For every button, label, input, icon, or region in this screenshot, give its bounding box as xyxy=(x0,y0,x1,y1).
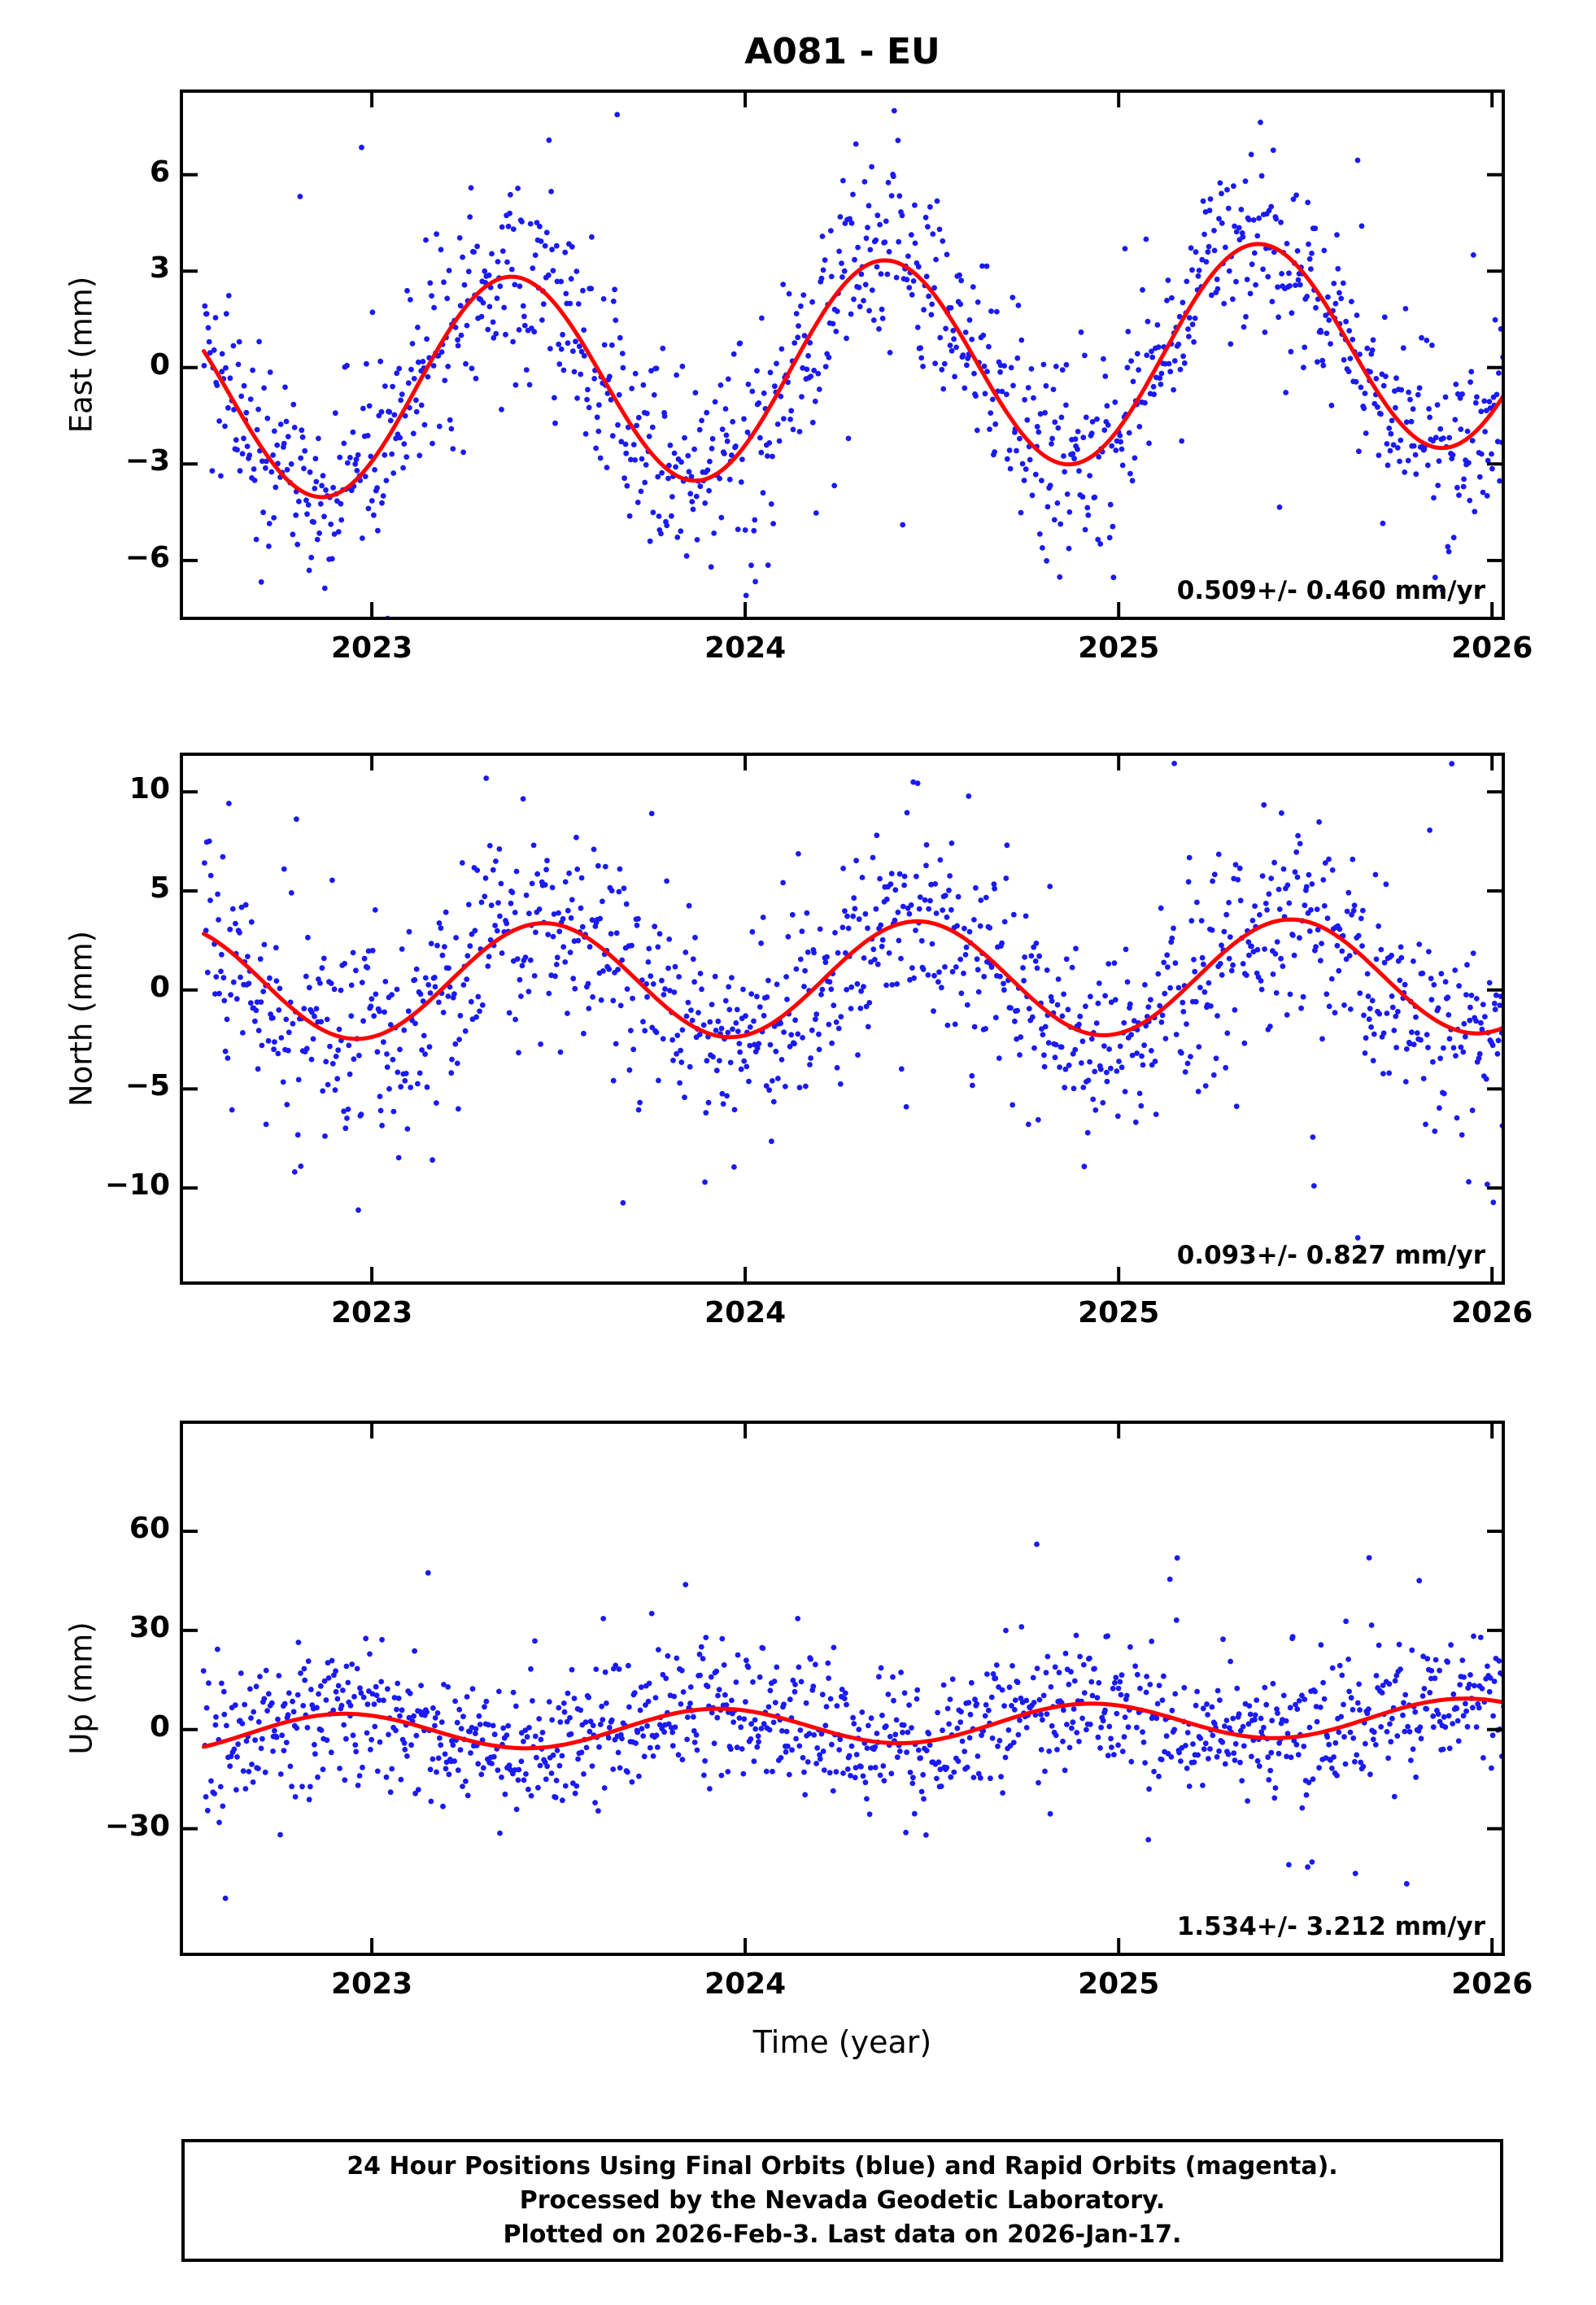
y-tick-label: 60 xyxy=(129,1512,170,1546)
panel-2-data xyxy=(200,1541,1503,1901)
x-tick-label: 2024 xyxy=(704,1967,787,2001)
x-tick-label: 2024 xyxy=(704,1296,787,1329)
x-tick-label: 2026 xyxy=(1451,1967,1533,2001)
y-tick-label: −3 xyxy=(124,444,170,478)
x-tick-label: 2023 xyxy=(331,1296,413,1329)
x-tick-label: 2025 xyxy=(1078,1296,1160,1329)
x-tick-label: 2025 xyxy=(1078,631,1160,665)
x-tick-label: 2026 xyxy=(1451,631,1533,665)
y-tick-label: 6 xyxy=(149,155,170,189)
panel-frame xyxy=(180,89,1505,620)
panel-frame xyxy=(180,1421,1505,1956)
y-tick-label: 0 xyxy=(149,970,170,1004)
y-tick-label: 30 xyxy=(129,1610,170,1644)
y-tick-label: 3 xyxy=(149,251,170,286)
scatter-points xyxy=(201,107,1503,618)
axis-ticks xyxy=(181,1422,1503,1954)
footer-line-1: 24 Hour Positions Using Final Orbits (bl… xyxy=(347,2151,1338,2181)
y-tick-label: 10 xyxy=(129,772,170,806)
y-tick-label: −5 xyxy=(124,1069,170,1103)
fit-line xyxy=(202,1696,1503,1751)
panel-0-data xyxy=(201,107,1503,618)
y-tick-label: 5 xyxy=(149,871,170,905)
axis-ticks xyxy=(181,754,1503,1283)
panel-frame xyxy=(180,753,1505,1285)
trend-annotation-up: 1.534+/- 3.212 mm/yr xyxy=(1176,1912,1485,1941)
y-tick-label: −6 xyxy=(124,540,170,574)
scatter-points xyxy=(202,761,1503,1241)
panel-1-data xyxy=(202,761,1503,1241)
footer-line-3: Plotted on 2026-Feb-3. Last data on 2026… xyxy=(503,2220,1182,2249)
footer-caption-box: 24 Hour Positions Using Final Orbits (bl… xyxy=(181,2139,1503,2262)
axis-ticks xyxy=(181,91,1503,618)
y-tick-label: −30 xyxy=(104,1809,170,1843)
y-tick-label: 0 xyxy=(149,347,170,382)
footer-line-2: Processed by the Nevada Geodetic Laborat… xyxy=(519,2185,1166,2215)
trend-annotation-east: 0.509+/- 0.460 mm/yr xyxy=(1176,576,1485,605)
y-tick-label: −10 xyxy=(104,1168,170,1203)
x-tick-label: 2023 xyxy=(331,1967,413,2001)
x-tick-label: 2025 xyxy=(1078,1967,1160,2001)
trend-annotation-north: 0.093+/- 0.827 mm/yr xyxy=(1176,1241,1485,1270)
x-tick-label: 2024 xyxy=(704,631,787,665)
fit-line xyxy=(202,242,1503,500)
x-axis-label: Time (year) xyxy=(752,2024,932,2060)
fit-line xyxy=(202,917,1503,1041)
x-tick-label: 2023 xyxy=(331,631,413,665)
chart-title: A081 - EU xyxy=(744,31,940,72)
x-tick-label: 2026 xyxy=(1451,1296,1533,1329)
y-tick-label: 0 xyxy=(149,1709,170,1744)
